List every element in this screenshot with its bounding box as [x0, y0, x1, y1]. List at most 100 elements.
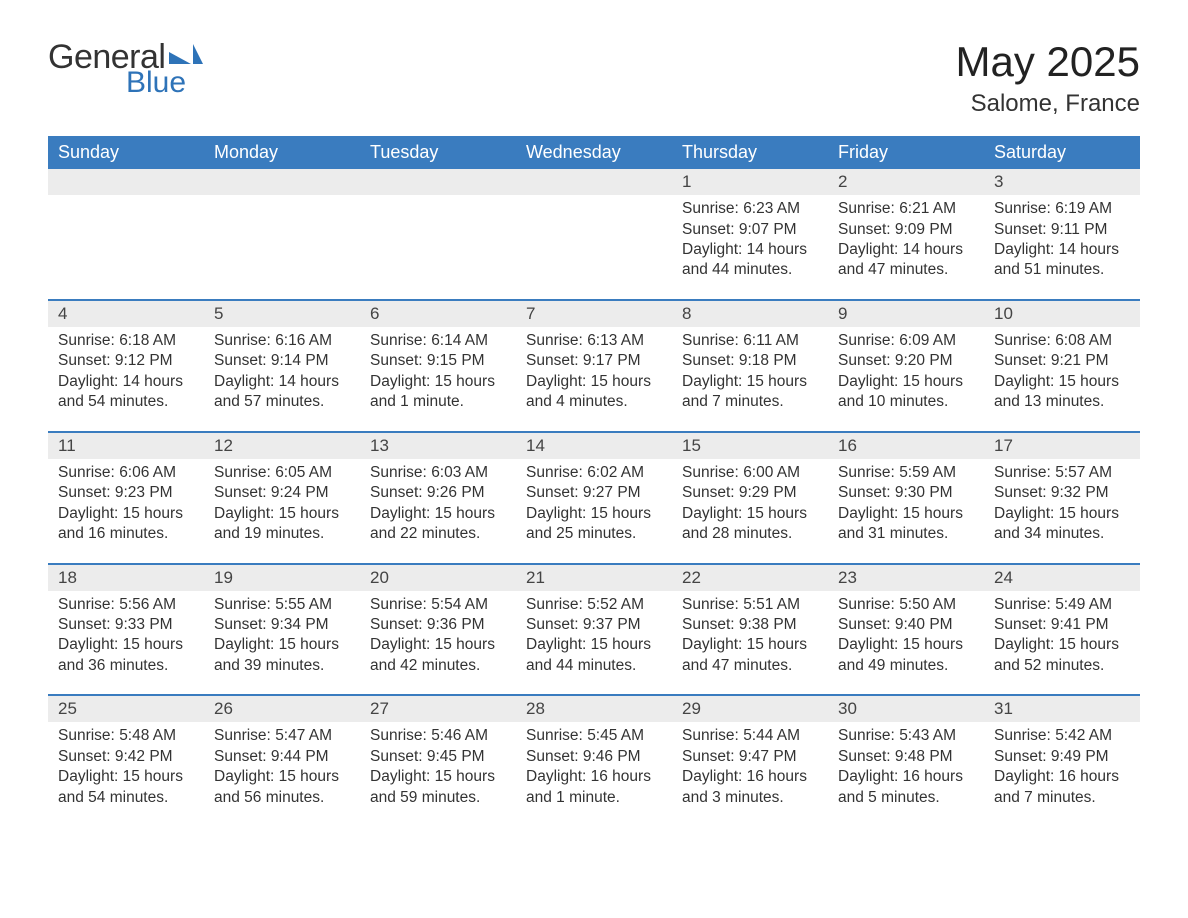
day-details: Sunrise: 5:57 AMSunset: 9:32 PMDaylight:… — [984, 459, 1140, 545]
day-number: 15 — [672, 431, 828, 459]
daylight-line: Daylight: 15 hours and 16 minutes. — [58, 504, 194, 545]
sunset-line: Sunset: 9:09 PM — [838, 220, 974, 240]
daylight-line: Daylight: 15 hours and 47 minutes. — [682, 635, 818, 676]
daylight-line: Daylight: 15 hours and 36 minutes. — [58, 635, 194, 676]
calendar-day-cell: 30Sunrise: 5:43 AMSunset: 9:48 PMDayligh… — [828, 694, 984, 826]
day-number: 19 — [204, 563, 360, 591]
day-number: 21 — [516, 563, 672, 591]
daylight-line: Daylight: 15 hours and 25 minutes. — [526, 504, 662, 545]
daylight-line: Daylight: 15 hours and 7 minutes. — [682, 372, 818, 413]
sunset-line: Sunset: 9:32 PM — [994, 483, 1130, 503]
sunrise-line: Sunrise: 5:48 AM — [58, 726, 194, 746]
sunset-line: Sunset: 9:30 PM — [838, 483, 974, 503]
sunrise-line: Sunrise: 6:14 AM — [370, 331, 506, 351]
sunset-line: Sunset: 9:07 PM — [682, 220, 818, 240]
calendar-day-cell: 10Sunrise: 6:08 AMSunset: 9:21 PMDayligh… — [984, 299, 1140, 431]
day-number: 13 — [360, 431, 516, 459]
sunset-line: Sunset: 9:26 PM — [370, 483, 506, 503]
calendar-week-row: 11Sunrise: 6:06 AMSunset: 9:23 PMDayligh… — [48, 431, 1140, 563]
calendar-day-cell: 3Sunrise: 6:19 AMSunset: 9:11 PMDaylight… — [984, 169, 1140, 299]
day-number: 24 — [984, 563, 1140, 591]
sunset-line: Sunset: 9:18 PM — [682, 351, 818, 371]
daylight-line: Daylight: 15 hours and 54 minutes. — [58, 767, 194, 808]
weekday-header: Sunday — [48, 136, 204, 169]
daylight-line: Daylight: 15 hours and 44 minutes. — [526, 635, 662, 676]
day-details: Sunrise: 6:05 AMSunset: 9:24 PMDaylight:… — [204, 459, 360, 545]
day-number: 1 — [672, 169, 828, 195]
calendar-empty-cell — [360, 169, 516, 299]
calendar-day-cell: 16Sunrise: 5:59 AMSunset: 9:30 PMDayligh… — [828, 431, 984, 563]
day-number — [516, 169, 672, 195]
day-details: Sunrise: 6:13 AMSunset: 9:17 PMDaylight:… — [516, 327, 672, 413]
calendar-day-cell: 18Sunrise: 5:56 AMSunset: 9:33 PMDayligh… — [48, 563, 204, 695]
sunset-line: Sunset: 9:47 PM — [682, 747, 818, 767]
day-details: Sunrise: 6:09 AMSunset: 9:20 PMDaylight:… — [828, 327, 984, 413]
daylight-line: Daylight: 14 hours and 57 minutes. — [214, 372, 350, 413]
day-details: Sunrise: 5:48 AMSunset: 9:42 PMDaylight:… — [48, 722, 204, 808]
sunset-line: Sunset: 9:14 PM — [214, 351, 350, 371]
calendar-day-cell: 24Sunrise: 5:49 AMSunset: 9:41 PMDayligh… — [984, 563, 1140, 695]
sunrise-line: Sunrise: 6:21 AM — [838, 199, 974, 219]
sunset-line: Sunset: 9:21 PM — [994, 351, 1130, 371]
day-number: 25 — [48, 694, 204, 722]
weekday-header: Thursday — [672, 136, 828, 169]
daylight-line: Daylight: 15 hours and 49 minutes. — [838, 635, 974, 676]
day-details: Sunrise: 5:56 AMSunset: 9:33 PMDaylight:… — [48, 591, 204, 677]
sunrise-line: Sunrise: 6:05 AM — [214, 463, 350, 483]
daylight-line: Daylight: 15 hours and 42 minutes. — [370, 635, 506, 676]
sunrise-line: Sunrise: 5:49 AM — [994, 595, 1130, 615]
sunrise-line: Sunrise: 6:13 AM — [526, 331, 662, 351]
day-number: 31 — [984, 694, 1140, 722]
sunset-line: Sunset: 9:37 PM — [526, 615, 662, 635]
weekday-header: Saturday — [984, 136, 1140, 169]
sunset-line: Sunset: 9:27 PM — [526, 483, 662, 503]
daylight-line: Daylight: 15 hours and 22 minutes. — [370, 504, 506, 545]
calendar-day-cell: 29Sunrise: 5:44 AMSunset: 9:47 PMDayligh… — [672, 694, 828, 826]
day-number: 28 — [516, 694, 672, 722]
day-number: 8 — [672, 299, 828, 327]
day-number: 17 — [984, 431, 1140, 459]
sunrise-line: Sunrise: 5:45 AM — [526, 726, 662, 746]
calendar-header-row: SundayMondayTuesdayWednesdayThursdayFrid… — [48, 136, 1140, 169]
daylight-line: Daylight: 15 hours and 19 minutes. — [214, 504, 350, 545]
daylight-line: Daylight: 15 hours and 56 minutes. — [214, 767, 350, 808]
day-number: 16 — [828, 431, 984, 459]
day-number: 3 — [984, 169, 1140, 195]
sunset-line: Sunset: 9:45 PM — [370, 747, 506, 767]
day-details: Sunrise: 5:59 AMSunset: 9:30 PMDaylight:… — [828, 459, 984, 545]
brand-mark-icon — [169, 44, 203, 68]
calendar-empty-cell — [516, 169, 672, 299]
daylight-line: Daylight: 14 hours and 54 minutes. — [58, 372, 194, 413]
sunrise-line: Sunrise: 5:59 AM — [838, 463, 974, 483]
sunrise-line: Sunrise: 5:52 AM — [526, 595, 662, 615]
calendar-page: General Blue May 2025 Salome, France Sun… — [0, 0, 1188, 856]
daylight-line: Daylight: 15 hours and 1 minute. — [370, 372, 506, 413]
day-number: 12 — [204, 431, 360, 459]
sunrise-line: Sunrise: 6:08 AM — [994, 331, 1130, 351]
day-number: 26 — [204, 694, 360, 722]
daylight-line: Daylight: 15 hours and 52 minutes. — [994, 635, 1130, 676]
calendar-day-cell: 21Sunrise: 5:52 AMSunset: 9:37 PMDayligh… — [516, 563, 672, 695]
day-details: Sunrise: 6:16 AMSunset: 9:14 PMDaylight:… — [204, 327, 360, 413]
day-number: 22 — [672, 563, 828, 591]
day-number: 7 — [516, 299, 672, 327]
daylight-line: Daylight: 16 hours and 1 minute. — [526, 767, 662, 808]
calendar-week-row: 1Sunrise: 6:23 AMSunset: 9:07 PMDaylight… — [48, 169, 1140, 299]
sunrise-line: Sunrise: 5:50 AM — [838, 595, 974, 615]
calendar-empty-cell — [48, 169, 204, 299]
weekday-header: Tuesday — [360, 136, 516, 169]
calendar-grid: SundayMondayTuesdayWednesdayThursdayFrid… — [48, 136, 1140, 826]
day-number: 23 — [828, 563, 984, 591]
day-number: 10 — [984, 299, 1140, 327]
calendar-day-cell: 7Sunrise: 6:13 AMSunset: 9:17 PMDaylight… — [516, 299, 672, 431]
calendar-day-cell: 22Sunrise: 5:51 AMSunset: 9:38 PMDayligh… — [672, 563, 828, 695]
day-details: Sunrise: 5:52 AMSunset: 9:37 PMDaylight:… — [516, 591, 672, 677]
day-details: Sunrise: 6:06 AMSunset: 9:23 PMDaylight:… — [48, 459, 204, 545]
sunrise-line: Sunrise: 5:42 AM — [994, 726, 1130, 746]
daylight-line: Daylight: 16 hours and 3 minutes. — [682, 767, 818, 808]
daylight-line: Daylight: 15 hours and 39 minutes. — [214, 635, 350, 676]
day-details: Sunrise: 5:49 AMSunset: 9:41 PMDaylight:… — [984, 591, 1140, 677]
day-details: Sunrise: 6:03 AMSunset: 9:26 PMDaylight:… — [360, 459, 516, 545]
title-block: May 2025 Salome, France — [956, 40, 1140, 118]
calendar-day-cell: 9Sunrise: 6:09 AMSunset: 9:20 PMDaylight… — [828, 299, 984, 431]
